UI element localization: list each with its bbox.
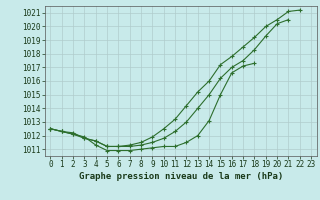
X-axis label: Graphe pression niveau de la mer (hPa): Graphe pression niveau de la mer (hPa) bbox=[79, 172, 283, 181]
